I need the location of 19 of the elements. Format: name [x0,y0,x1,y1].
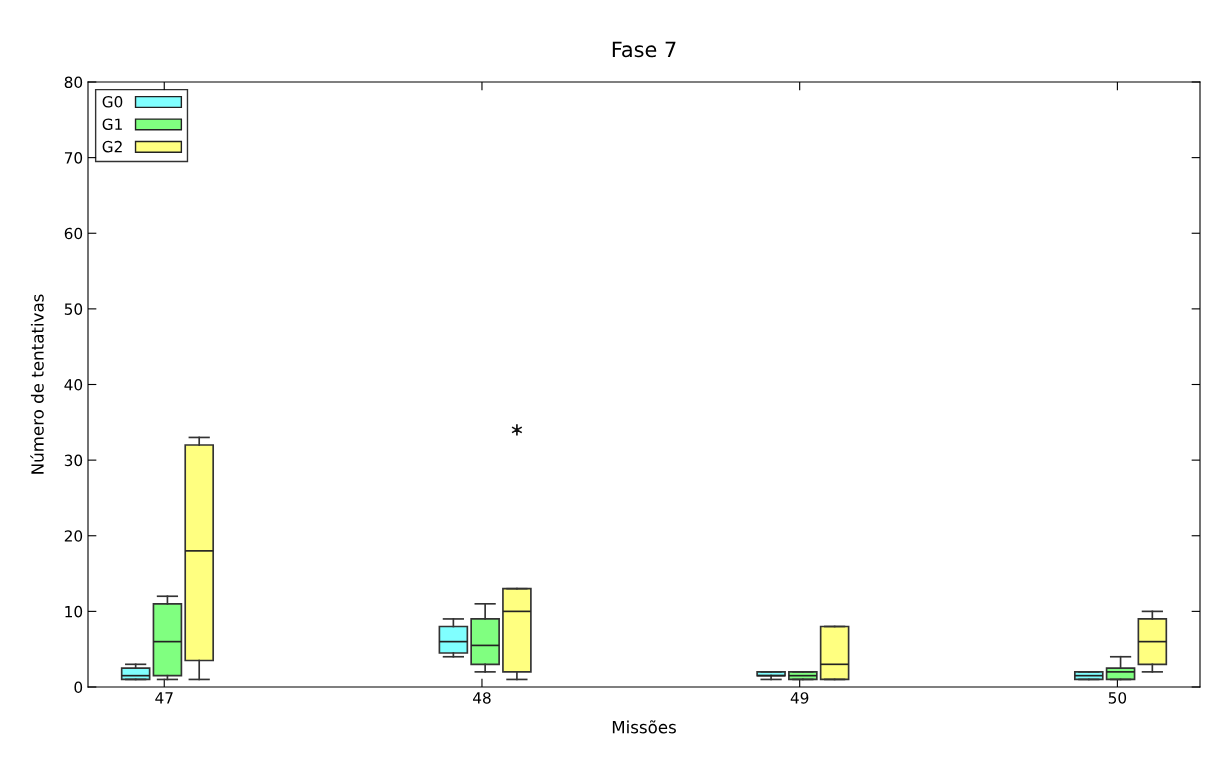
x-tick-label: 48 [472,692,491,704]
x-tick-label: 49 [790,692,809,704]
y-tick-label: 10 [65,605,83,618]
x-tick-label: 50 [1108,692,1127,704]
y-tick-label: 40 [64,378,83,391]
y-tick-label: 50 [64,303,83,315]
legend-label: G1 [102,118,122,130]
y-tick-label: 20 [64,530,83,542]
chart-title: Fase 7 [612,41,676,58]
legend-label: G2 [102,140,122,153]
legend-label: G0 [102,96,123,108]
y-axis-title: Número de tentativas [30,294,44,474]
x-tick-label: 47 [155,692,173,704]
y-tick-label: 80 [64,76,83,89]
y-tick-label: 30 [64,454,83,467]
y-tick-label: 60 [64,227,83,240]
y-tick-label: 0 [74,681,83,694]
x-axis-title: Missões [612,720,676,734]
y-tick-label: 70 [64,152,83,164]
